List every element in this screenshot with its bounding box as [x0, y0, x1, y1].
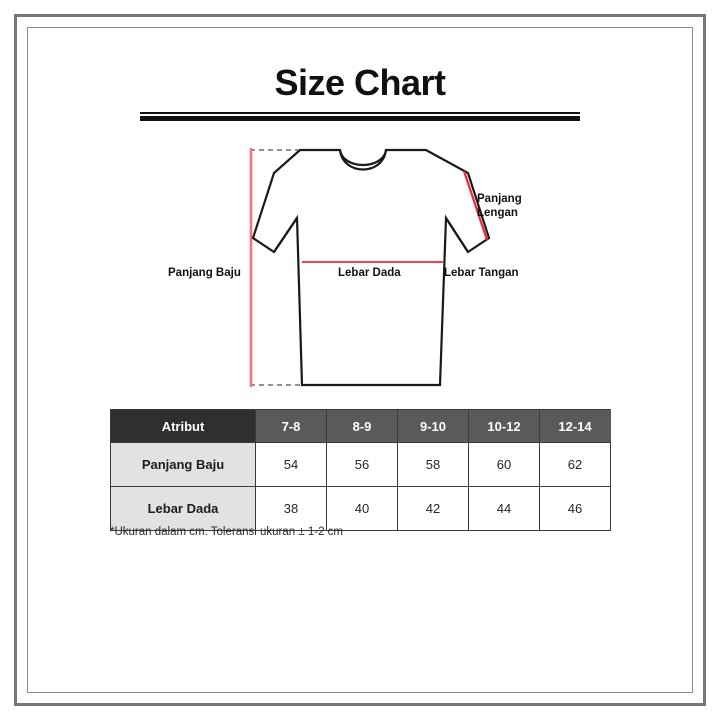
table-footnote: *Ukuran dalam cm. Toleransi ukuran ± 1-2…	[110, 526, 343, 538]
row-label-panjang-baju: Panjang Baju	[110, 442, 256, 487]
column-header-size-2: 8-9	[326, 409, 398, 443]
cell-lebar-dada-12-14: 46	[539, 486, 611, 531]
size-table-body: Panjang Baju 54 56 58 60 62 Lebar Dada 3…	[110, 442, 611, 531]
column-header-size-3: 9-10	[397, 409, 469, 443]
divider-gap	[140, 114, 580, 116]
divider-thin-line	[140, 112, 580, 114]
column-header-size-5: 12-14	[539, 409, 611, 443]
label-panjang-baju: Panjang Baju	[168, 267, 241, 279]
cell-lebar-dada-10-12: 44	[468, 486, 540, 531]
tshirt-neckline	[338, 149, 388, 171]
cell-lebar-dada-8-9: 40	[326, 486, 398, 531]
row-label-lebar-dada: Lebar Dada	[110, 486, 256, 531]
cell-lebar-dada-9-10: 42	[397, 486, 469, 531]
left-sleeve-seam	[273, 217, 298, 253]
divider-thick-line	[140, 116, 580, 121]
column-header-size-4: 10-12	[468, 409, 540, 443]
tshirt-diagram: Panjang Baju Panjang Lengan Lebar Dada L…	[150, 140, 570, 405]
decorative-frame-outer	[14, 14, 706, 706]
label-lebar-dada: Lebar Dada	[338, 267, 401, 279]
cell-panjang-baju-9-10: 58	[397, 442, 469, 487]
decorative-frame-inner	[27, 27, 693, 693]
table-row: Panjang Baju 54 56 58 60 62	[110, 442, 611, 487]
label-panjang-lengan-line2: Lengan	[477, 207, 518, 219]
cell-panjang-baju-10-12: 60	[468, 442, 540, 487]
cell-panjang-baju-12-14: 62	[539, 442, 611, 487]
measure-line-panjang-lengan	[462, 170, 489, 241]
table-header-row: Atribut 7-8 8-9 9-10 10-12 12-14	[110, 409, 611, 443]
title-divider	[140, 112, 580, 121]
label-lebar-tangan: Lebar Tangan	[444, 267, 519, 279]
label-panjang-lengan: Panjang Lengan	[477, 192, 522, 220]
page-title: Size Chart	[274, 62, 446, 103]
right-sleeve-seam	[445, 217, 469, 253]
table-row: Lebar Dada 38 40 42 44 46	[110, 486, 611, 531]
tshirt-illustration	[249, 148, 491, 387]
size-table-container: Atribut 7-8 8-9 9-10 10-12 12-14 Panjang…	[110, 409, 611, 531]
cell-panjang-baju-8-9: 56	[326, 442, 398, 487]
label-panjang-lengan-line1: Panjang	[477, 193, 522, 205]
size-table: Atribut 7-8 8-9 9-10 10-12 12-14 Panjang…	[110, 409, 611, 531]
column-header-size-1: 7-8	[255, 409, 327, 443]
cell-panjang-baju-7-8: 54	[255, 442, 327, 487]
column-header-atribut: Atribut	[110, 409, 256, 443]
size-table-head: Atribut 7-8 8-9 9-10 10-12 12-14	[110, 409, 611, 443]
cell-lebar-dada-7-8: 38	[255, 486, 327, 531]
